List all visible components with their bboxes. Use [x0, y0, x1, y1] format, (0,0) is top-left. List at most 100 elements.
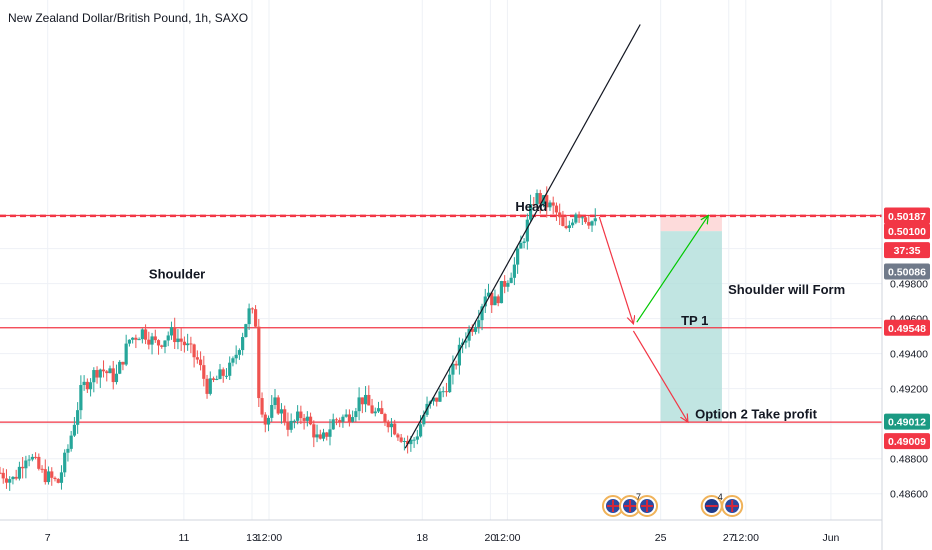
candle-body	[516, 248, 520, 265]
candle-body	[33, 456, 38, 458]
candle-body	[17, 466, 22, 479]
candle-body	[587, 222, 591, 226]
candle-body	[179, 338, 183, 342]
y-tick-label: 0.49800	[890, 279, 928, 291]
candle-body	[383, 414, 387, 423]
candle-body	[56, 479, 60, 483]
candle-body	[396, 434, 400, 438]
candle-body	[140, 329, 144, 340]
candle-body	[105, 371, 109, 374]
candle-body	[422, 414, 426, 425]
loss-zone	[660, 215, 722, 232]
x-tick-label: 13	[246, 532, 258, 544]
candle-body	[224, 375, 229, 377]
badge-50187	[884, 207, 930, 224]
event-count: 4	[718, 492, 723, 502]
candle-body	[545, 195, 549, 208]
candle-body	[137, 339, 141, 341]
candle-body	[470, 329, 474, 332]
candle-body	[286, 422, 290, 430]
label-shoulder: Shoulder	[149, 266, 205, 281]
x-tick-label: 12:00	[733, 532, 759, 544]
candle-body	[590, 221, 594, 226]
candle-body	[124, 343, 128, 365]
candle-body	[1, 472, 5, 479]
label-head: Head	[515, 199, 547, 214]
annotations: Head Shoulder Shoulder will Form TP 1 Option…	[149, 199, 845, 421]
candle-body	[402, 440, 406, 442]
candle-body	[215, 378, 219, 380]
candle-body	[571, 222, 575, 226]
candle-body	[95, 370, 99, 378]
candle-body	[389, 423, 394, 428]
candle-body	[567, 225, 571, 229]
candle-body	[250, 308, 254, 310]
symbol-title: New Zealand Dollar/British Pound, 1h, SA…	[8, 11, 249, 25]
candle-body	[85, 381, 89, 390]
candle-body	[186, 343, 190, 346]
candle-body	[312, 424, 316, 438]
candle-body	[370, 405, 374, 414]
candle-body	[593, 218, 597, 222]
candle-body	[66, 448, 70, 453]
candle-body	[8, 479, 12, 483]
candle-body	[247, 308, 251, 325]
candle-body	[331, 419, 335, 430]
candle-body	[438, 391, 442, 402]
label-option2: Option 2 Take profit	[695, 406, 817, 421]
candle-body	[76, 410, 80, 425]
candle-body	[431, 397, 436, 402]
candle-body	[53, 477, 57, 480]
candle-body	[30, 456, 34, 460]
candle-body	[205, 378, 209, 394]
candle-body	[153, 336, 157, 341]
candle-body	[40, 468, 44, 470]
candle-body	[296, 411, 300, 421]
x-tick-label: 11	[178, 532, 189, 544]
candle-body	[195, 357, 199, 360]
candle-body	[111, 368, 115, 383]
level-lines	[0, 214, 882, 423]
badge-50187-label: 0.50187	[888, 211, 926, 223]
candle-body	[279, 409, 284, 414]
candle-body	[373, 411, 377, 414]
candle-body	[448, 374, 452, 393]
y-tick-label: 0.48600	[890, 489, 928, 501]
candle-body	[169, 327, 174, 336]
candle-body	[143, 329, 148, 340]
candle-body	[583, 217, 588, 223]
candle-body	[399, 437, 403, 442]
candle-body	[564, 225, 568, 229]
candle-body	[21, 466, 25, 469]
x-tick-label: 25	[655, 532, 667, 544]
candle-body	[0, 472, 2, 474]
candle-body	[325, 432, 329, 437]
trendline[interactable]	[404, 24, 641, 449]
candle-body	[441, 391, 445, 393]
candle-body	[528, 204, 533, 220]
label-shoulder-will-form: Shoulder will Form	[728, 282, 845, 297]
uk-flag-icon	[721, 495, 744, 517]
candle-body	[580, 217, 584, 219]
candle-body	[354, 411, 358, 418]
candle-body	[577, 214, 581, 218]
candle-body	[367, 394, 371, 406]
candle-body	[328, 429, 332, 437]
candle-body	[218, 369, 222, 379]
candle-body	[46, 471, 51, 483]
candle-body	[134, 337, 138, 340]
projection-arrows[interactable]	[598, 216, 709, 422]
candle-body	[512, 264, 516, 278]
candle-body	[189, 343, 193, 345]
green-arrow	[636, 216, 709, 323]
candle-body	[244, 324, 248, 338]
candle-body	[72, 424, 77, 436]
candle-body	[451, 363, 455, 375]
candle-body	[4, 478, 9, 483]
badge-50086	[884, 263, 930, 280]
candle-body	[467, 329, 471, 341]
candle-body	[406, 440, 410, 445]
badge-49548	[884, 319, 930, 336]
